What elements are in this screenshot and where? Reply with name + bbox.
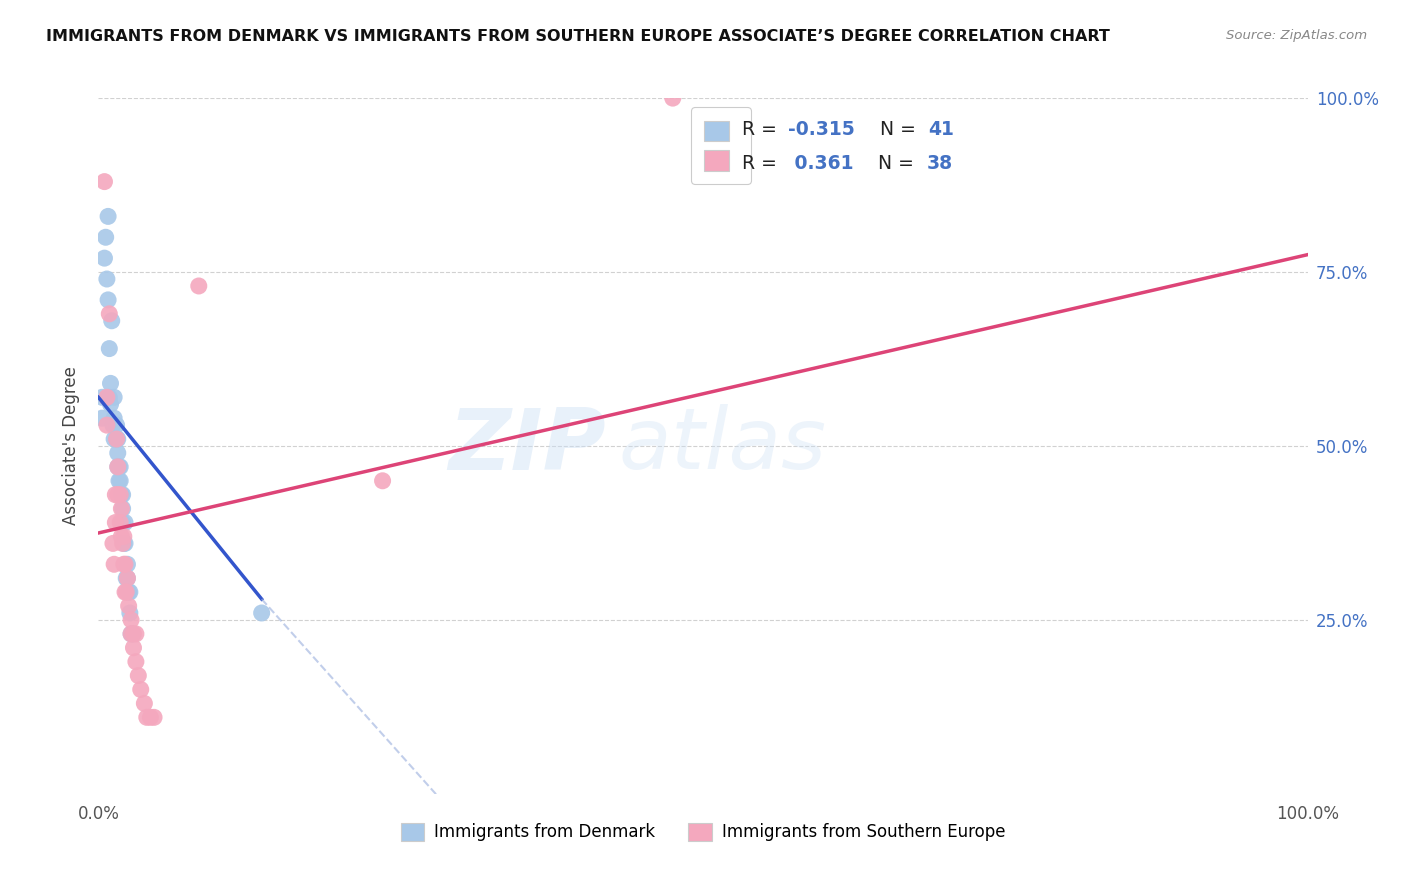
Point <box>108 459 131 474</box>
Point <box>661 91 683 105</box>
Point <box>100 397 122 411</box>
Point <box>121 627 143 641</box>
Point <box>105 418 128 433</box>
Point <box>118 599 141 613</box>
Point <box>91 390 114 404</box>
Point <box>100 314 122 328</box>
Text: Source: ZipAtlas.com: Source: ZipAtlas.com <box>1226 29 1367 42</box>
Point <box>103 558 125 572</box>
Point <box>97 293 120 307</box>
Text: 0.361: 0.361 <box>787 154 853 173</box>
Point <box>108 516 131 530</box>
Point <box>122 627 145 641</box>
Point <box>94 230 117 244</box>
Point <box>134 697 156 711</box>
Point <box>250 606 273 620</box>
Point <box>139 710 162 724</box>
Point <box>93 251 115 265</box>
Point <box>125 627 148 641</box>
Text: 41: 41 <box>928 120 955 139</box>
Point <box>120 627 142 641</box>
Point <box>105 432 128 446</box>
Point <box>135 710 157 724</box>
Text: 38: 38 <box>927 154 953 173</box>
Point <box>96 272 118 286</box>
Text: ZIP: ZIP <box>449 404 606 488</box>
Point <box>112 536 135 550</box>
Point <box>101 536 124 550</box>
Point <box>108 474 131 488</box>
Point <box>107 446 129 460</box>
Point <box>110 488 132 502</box>
Point <box>96 418 118 433</box>
Point <box>111 488 134 502</box>
Point <box>187 279 209 293</box>
Point <box>114 536 136 550</box>
Point <box>107 459 129 474</box>
Point <box>100 376 122 391</box>
Point <box>96 390 118 404</box>
Legend: Immigrants from Denmark, Immigrants from Southern Europe: Immigrants from Denmark, Immigrants from… <box>394 816 1012 848</box>
Point <box>115 571 138 585</box>
Point <box>120 613 142 627</box>
Point <box>115 585 138 599</box>
Point <box>122 640 145 655</box>
Point <box>98 390 121 404</box>
Point <box>104 516 127 530</box>
Point <box>143 710 166 724</box>
Point <box>101 418 124 433</box>
Y-axis label: Associate's Degree: Associate's Degree <box>62 367 80 525</box>
Text: IMMIGRANTS FROM DENMARK VS IMMIGRANTS FROM SOUTHERN EUROPE ASSOCIATE’S DEGREE CO: IMMIGRANTS FROM DENMARK VS IMMIGRANTS FR… <box>46 29 1111 44</box>
Point <box>91 411 114 425</box>
Point <box>104 488 127 502</box>
Text: atlas: atlas <box>619 404 827 488</box>
Point <box>110 529 132 543</box>
Point <box>118 585 141 599</box>
Point <box>97 210 120 224</box>
Point <box>108 474 131 488</box>
Point <box>103 411 125 425</box>
Point <box>108 488 131 502</box>
Point <box>125 655 148 669</box>
Point <box>103 432 125 446</box>
Point <box>118 585 141 599</box>
Text: N =: N = <box>862 120 921 139</box>
Point <box>371 474 394 488</box>
Point <box>107 459 129 474</box>
Text: R =: R = <box>742 120 783 139</box>
Point <box>105 432 128 446</box>
Point <box>120 627 142 641</box>
Point <box>108 459 131 474</box>
Point <box>98 307 121 321</box>
Point <box>129 682 152 697</box>
Point <box>98 342 121 356</box>
Point <box>107 488 129 502</box>
Point <box>117 558 139 572</box>
Text: N =: N = <box>860 154 920 173</box>
Point <box>111 516 134 530</box>
Point <box>117 571 139 585</box>
Text: -0.315: -0.315 <box>787 120 855 139</box>
Point <box>107 432 129 446</box>
Point <box>127 668 149 682</box>
Point <box>114 516 136 530</box>
Point <box>111 501 134 516</box>
Point <box>111 536 134 550</box>
Point <box>112 529 135 543</box>
Point <box>114 558 136 572</box>
Point <box>112 558 135 572</box>
Point <box>118 606 141 620</box>
Point <box>93 175 115 189</box>
Text: R =: R = <box>742 154 783 173</box>
Point <box>117 571 139 585</box>
Point <box>114 585 136 599</box>
Point <box>110 501 132 516</box>
Point <box>103 390 125 404</box>
